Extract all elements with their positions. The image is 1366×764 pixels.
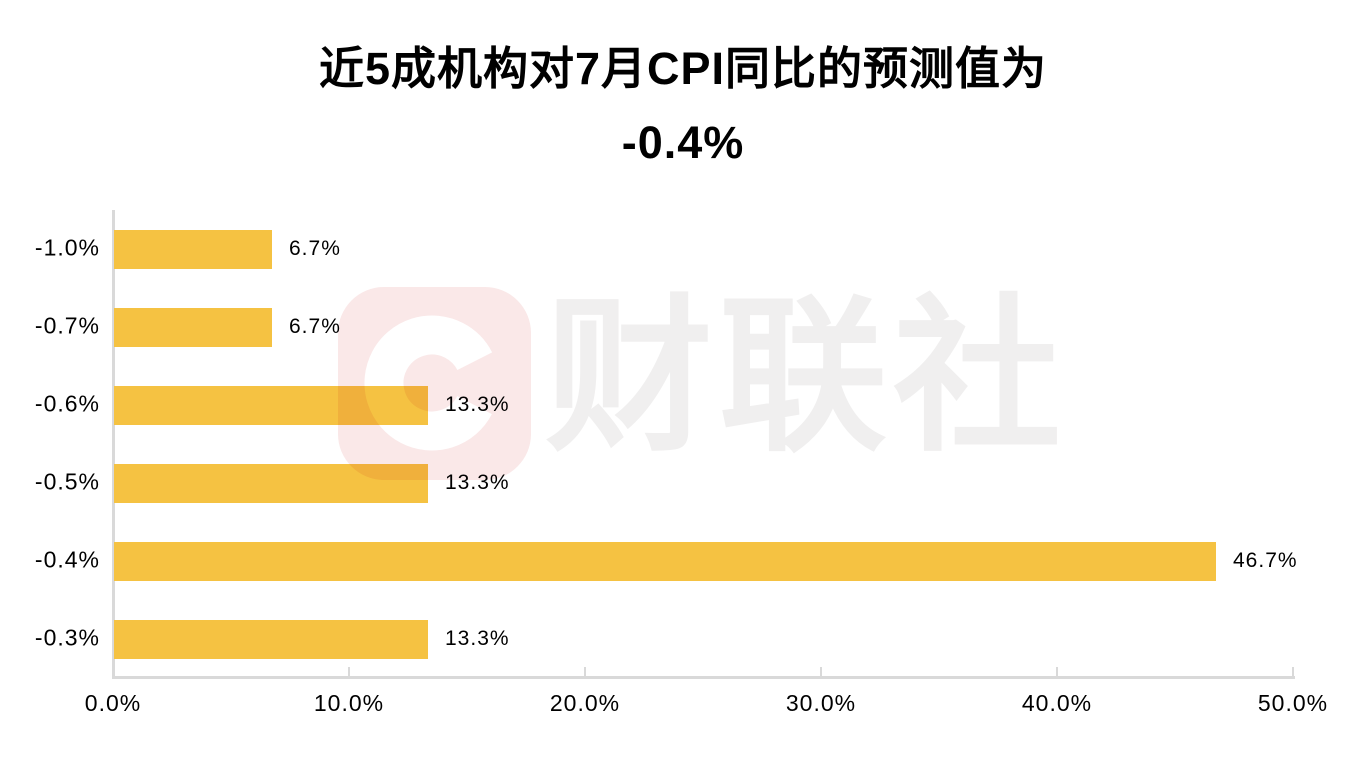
x-tick-label: 10.0% bbox=[313, 690, 385, 716]
x-tick-label: 0.0% bbox=[84, 690, 142, 716]
chart-title-line-1: 近5成机构对7月CPI同比的预测值为 bbox=[318, 43, 1048, 94]
x-tick bbox=[1292, 667, 1294, 676]
chart-title-line-2: -0.4% bbox=[621, 117, 745, 168]
bar bbox=[114, 307, 272, 347]
bar-row: -0.5% 13.3% bbox=[0, 444, 1366, 522]
x-tick-label: 50.0% bbox=[1257, 690, 1329, 716]
bar bbox=[114, 229, 272, 269]
value-label: 13.3% bbox=[445, 393, 510, 416]
value-label: 6.7% bbox=[289, 315, 341, 338]
category-label: -1.0% bbox=[34, 234, 100, 261]
bar bbox=[114, 541, 1216, 581]
category-label: -0.6% bbox=[34, 390, 100, 417]
chart-title: 近5成机构对7月CPI同比的预测值为 -0.4% bbox=[0, 32, 1366, 180]
bar-chart-plot-area: -1.0% 6.7% -0.7% 6.7% -0.6% 13.3% -0.5% 13.3% -0… bbox=[0, 210, 1366, 679]
category-label: -0.4% bbox=[34, 546, 100, 573]
x-tick bbox=[348, 667, 350, 676]
x-tick bbox=[1056, 667, 1058, 676]
bar-row: -0.3% 13.3% bbox=[0, 600, 1366, 678]
bar bbox=[114, 619, 428, 659]
x-axis-line bbox=[112, 676, 1295, 679]
category-label: -0.3% bbox=[34, 624, 100, 651]
category-label: -0.7% bbox=[34, 312, 100, 339]
value-label: 13.3% bbox=[445, 627, 510, 650]
bar bbox=[114, 385, 428, 425]
category-label: -0.5% bbox=[34, 468, 100, 495]
bar-row: -0.6% 13.3% bbox=[0, 366, 1366, 444]
value-label: 13.3% bbox=[445, 471, 510, 494]
bar-row: -1.0% 6.7% bbox=[0, 210, 1366, 288]
value-label: 6.7% bbox=[289, 237, 341, 260]
bar-row: -0.4% 46.7% bbox=[0, 522, 1366, 600]
value-label: 46.7% bbox=[1233, 549, 1298, 572]
bar bbox=[114, 463, 428, 503]
x-tick-label: 40.0% bbox=[1021, 690, 1093, 716]
bar-row: -0.7% 6.7% bbox=[0, 288, 1366, 366]
x-tick-label: 30.0% bbox=[785, 690, 857, 716]
x-tick bbox=[584, 667, 586, 676]
x-tick-label: 20.0% bbox=[549, 690, 621, 716]
x-tick bbox=[820, 667, 822, 676]
y-axis-line bbox=[112, 210, 115, 678]
